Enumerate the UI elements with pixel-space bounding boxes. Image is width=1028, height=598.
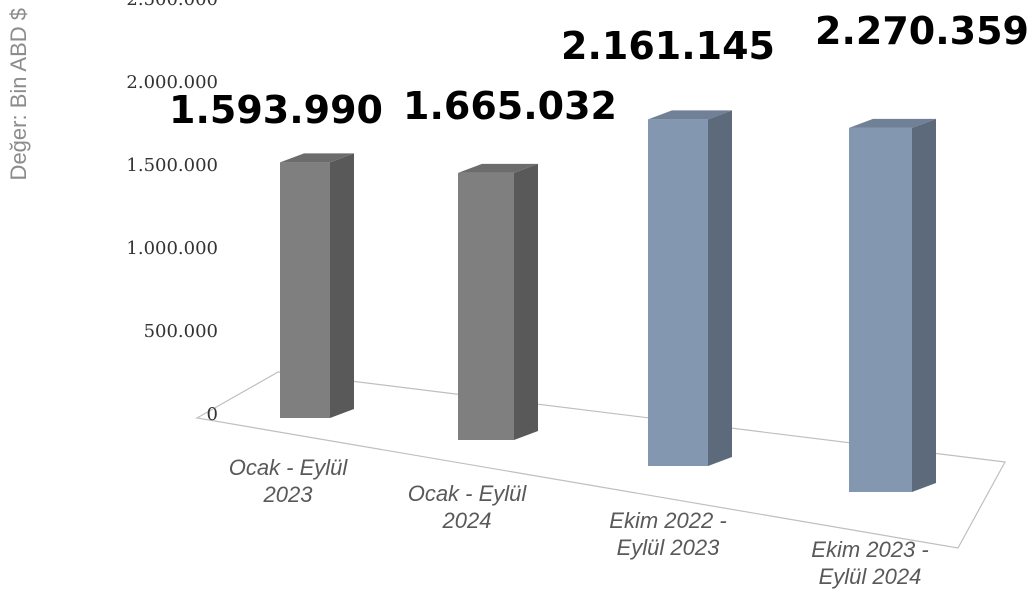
chart-floor <box>195 371 1006 549</box>
bar <box>648 110 732 466</box>
bar <box>458 163 538 440</box>
y-tick-label: 2.000.000 <box>126 72 218 93</box>
bar-front-face <box>458 172 514 440</box>
y-tick-label: 500.000 <box>144 321 218 342</box>
x-category-label: Ocak - Eylül 2024 <box>408 481 528 533</box>
bar <box>280 153 354 418</box>
data-label: 1.665.032 <box>403 84 617 128</box>
bar-front-face <box>849 127 912 493</box>
data-label: 2.161.145 <box>561 24 775 68</box>
y-axis-label: Değer: Bin ABD $ <box>6 8 31 180</box>
bar-top-face <box>648 110 732 120</box>
bar-top-face <box>849 118 936 128</box>
bar-top-face <box>458 163 538 173</box>
data-label: 2.270.359 <box>815 9 1028 53</box>
bar-front-face <box>280 162 330 418</box>
x-category-label: Ekim 2023 -Eylül 2024 <box>811 537 928 589</box>
y-tick-label: 1.500.000 <box>126 155 218 176</box>
x-category-label: Ocak - Eylül 2023 <box>229 455 349 507</box>
data-label: 1.593.990 <box>169 88 383 132</box>
bar-top-face <box>280 153 354 163</box>
bar-side-face <box>330 153 354 418</box>
y-tick-label: 0 <box>207 404 218 425</box>
y-tick-label: 1.000.000 <box>126 238 218 259</box>
bar-side-face <box>708 110 732 466</box>
x-category-label: Ekim 2022 -Eylül 2023 <box>609 508 726 560</box>
bar-side-face <box>514 163 538 440</box>
bar <box>849 118 936 493</box>
bar-side-face <box>912 118 936 493</box>
y-tick-label: 2.500.000 <box>126 0 218 10</box>
bar-front-face <box>648 119 708 466</box>
